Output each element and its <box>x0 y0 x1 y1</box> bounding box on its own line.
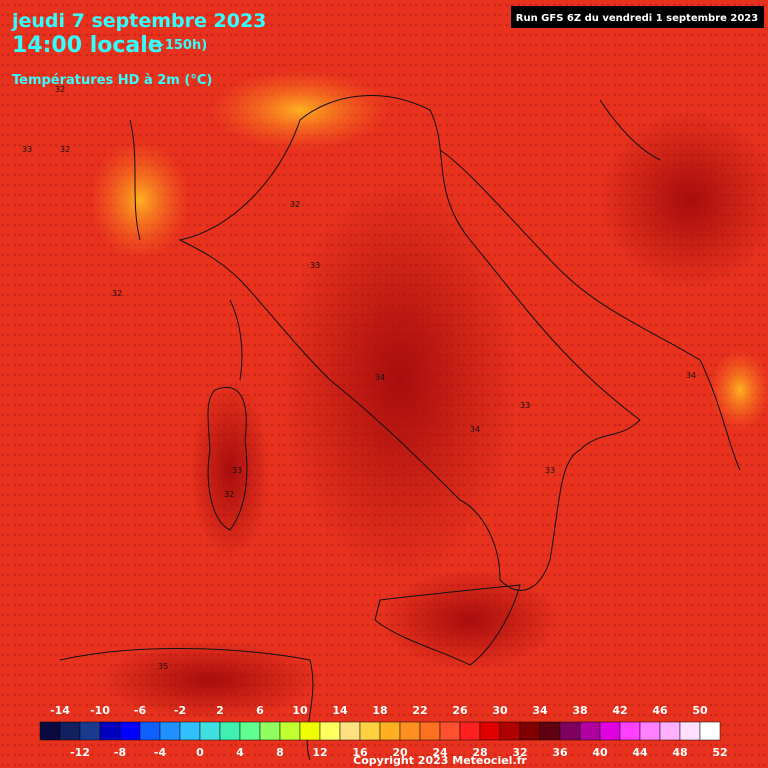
run-banner <box>511 6 764 28</box>
legend-label: 6 <box>256 704 264 717</box>
legend-label: 0 <box>196 746 204 759</box>
legend-swatch <box>199 721 221 741</box>
temperature-value: 33 <box>310 261 320 270</box>
legend-label: 50 <box>692 704 708 717</box>
legend-swatch <box>399 721 421 741</box>
time-title: 14:00 locale <box>12 33 163 58</box>
legend-label: 20 <box>392 746 408 759</box>
heat-blobs <box>90 70 768 720</box>
legend-label: -2 <box>174 704 186 717</box>
legend-label: 42 <box>612 704 627 717</box>
legend-swatch <box>59 721 81 741</box>
legend-label: 18 <box>372 704 387 717</box>
legend-label: 34 <box>532 704 548 717</box>
legend-label: 30 <box>492 704 508 717</box>
legend-label: 46 <box>652 704 668 717</box>
legend-swatch <box>359 721 381 741</box>
legend-label: 48 <box>672 746 687 759</box>
legend-label: -12 <box>70 746 90 759</box>
temperature-value: 32 <box>112 289 122 298</box>
legend-label: 52 <box>712 746 727 759</box>
temperature-value: 35 <box>158 662 168 671</box>
legend-swatch <box>299 721 321 741</box>
legend-label: -8 <box>114 746 126 759</box>
legend-label: -6 <box>134 704 147 717</box>
legend-swatch <box>619 721 641 741</box>
legend-swatch <box>259 721 281 741</box>
legend-swatch <box>319 721 341 741</box>
legend-label: 4 <box>236 746 244 759</box>
temperature-value: 34 <box>686 371 696 380</box>
legend-label: 14 <box>332 704 348 717</box>
legend-swatch <box>119 721 141 741</box>
field-title: Températures HD à 2m (°C) <box>12 73 212 88</box>
legend-swatch <box>599 721 621 741</box>
legend-swatch <box>79 721 101 741</box>
legend-swatch <box>679 721 701 741</box>
legend-swatch <box>699 721 721 741</box>
legend-label: 8 <box>276 746 284 759</box>
temperature-value: 32 <box>55 85 65 94</box>
legend-label: 28 <box>472 746 487 759</box>
legend-swatch <box>539 721 561 741</box>
legend-label: 24 <box>432 746 448 759</box>
temperature-value: 32 <box>224 490 234 499</box>
legend-label: 22 <box>412 704 427 717</box>
legend-label: -14 <box>50 704 70 717</box>
legend-swatch <box>279 721 301 741</box>
legend-label: 2 <box>216 704 224 717</box>
legend-swatch <box>239 721 261 741</box>
legend-label: 26 <box>452 704 468 717</box>
copyright: Copyright 2023 Meteociel.fr <box>353 754 527 767</box>
legend-label: -10 <box>90 704 110 717</box>
lead-time: (+150h) <box>148 38 207 53</box>
legend-swatch <box>659 721 681 741</box>
temperature-value: 33 <box>545 466 555 475</box>
legend-swatch <box>39 721 61 741</box>
temperature-value: 32 <box>290 200 300 209</box>
temperature-value: 32 <box>60 145 70 154</box>
temperature-value: 33 <box>232 466 242 475</box>
legend-swatch <box>439 721 461 741</box>
run-info: Run GFS 6Z du vendredi 1 septembre 2023 <box>516 13 758 24</box>
legend-label: 38 <box>572 704 587 717</box>
temperature-labels: 32 32 33 32 33 34 33 34 33 32 35 34 32 33 <box>22 85 696 671</box>
legend-swatch <box>379 721 401 741</box>
temperature-value: 34 <box>470 425 480 434</box>
legend-swatch <box>519 721 541 741</box>
legend-swatch <box>479 721 501 741</box>
legend-label: 40 <box>592 746 608 759</box>
legend-swatch <box>99 721 121 741</box>
legend-swatch <box>139 721 161 741</box>
legend-label: 10 <box>292 704 308 717</box>
legend-swatch <box>579 721 601 741</box>
legend-swatch <box>219 721 241 741</box>
temperature-value: 33 <box>520 401 530 410</box>
date-title: jeudi 7 septembre 2023 <box>11 10 266 32</box>
legend-label: 12 <box>312 746 327 759</box>
legend-swatch <box>179 721 201 741</box>
legend: -14-12-10-8-6-4-202468101214161820222426… <box>39 704 728 759</box>
temperature-value: 34 <box>375 373 385 382</box>
temperature-value: 33 <box>22 145 32 154</box>
legend-swatch <box>639 721 661 741</box>
legend-label: -4 <box>154 746 167 759</box>
legend-swatch <box>459 721 481 741</box>
legend-swatch <box>339 721 361 741</box>
legend-label: 44 <box>632 746 648 759</box>
legend-swatch <box>499 721 521 741</box>
legend-swatch <box>559 721 581 741</box>
legend-swatch <box>419 721 441 741</box>
legend-label: 36 <box>552 746 568 759</box>
legend-label: 32 <box>512 746 527 759</box>
legend-swatch <box>159 721 181 741</box>
legend-label: 16 <box>352 746 368 759</box>
